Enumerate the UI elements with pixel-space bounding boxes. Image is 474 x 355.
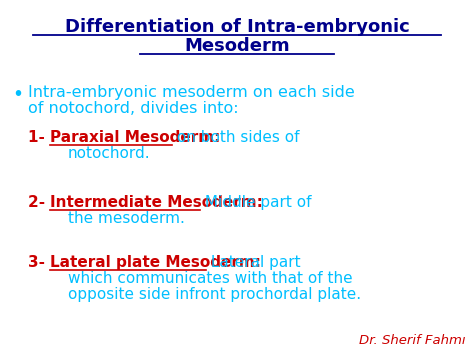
Text: 1-: 1-	[28, 130, 50, 145]
Text: which communicates with that of the: which communicates with that of the	[68, 271, 353, 286]
Text: 2-: 2-	[28, 195, 50, 210]
Text: of notochord, divides into:: of notochord, divides into:	[28, 101, 238, 116]
Text: the mesoderm.: the mesoderm.	[68, 211, 185, 226]
Text: Dr. Sherif Fahmı: Dr. Sherif Fahmı	[359, 334, 466, 347]
Text: 3-: 3-	[28, 255, 50, 270]
Text: Paraxial Mesoderm:: Paraxial Mesoderm:	[50, 130, 220, 145]
Text: Differentiation of Intra-embryonic: Differentiation of Intra-embryonic	[64, 18, 410, 36]
Text: notochord.: notochord.	[68, 146, 151, 161]
Text: Lateral part: Lateral part	[206, 255, 301, 270]
Text: Intra-embryonic mesoderm on each side: Intra-embryonic mesoderm on each side	[28, 85, 355, 100]
Text: Middle part of: Middle part of	[200, 195, 311, 210]
Text: Lateral plate Mesoderm:: Lateral plate Mesoderm:	[50, 255, 261, 270]
Text: •: •	[12, 85, 23, 104]
Text: Intermediate Mesoderm:: Intermediate Mesoderm:	[50, 195, 263, 210]
Text: opposite side infront prochordal plate.: opposite side infront prochordal plate.	[68, 287, 361, 302]
Text: Mesoderm: Mesoderm	[184, 37, 290, 55]
Text: on both sides of: on both sides of	[173, 130, 300, 145]
